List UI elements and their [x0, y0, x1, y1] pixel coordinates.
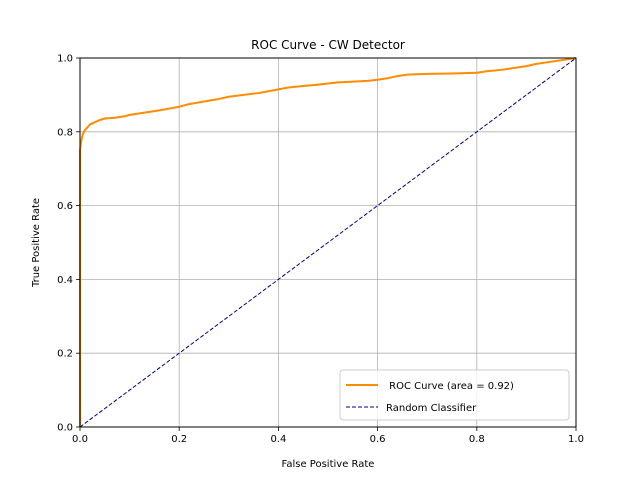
- roc-curve-line: [79, 57, 577, 427]
- x-tick-label: 0.8: [469, 434, 485, 445]
- x-tick-label: 0.2: [171, 434, 187, 445]
- y-tick-label: 0.6: [57, 201, 73, 212]
- legend-label-random: Random Classifier: [386, 403, 477, 414]
- y-tick-label: 0.2: [57, 349, 73, 360]
- legend: ROC Curve (area = 0.92) Random Classifie…: [339, 369, 570, 421]
- legend-label-roc: ROC Curve (area = 0.92): [386, 381, 514, 392]
- x-axis-label: False Positive Rate: [282, 459, 375, 470]
- x-tick-label: 1.0: [568, 434, 584, 445]
- y-tick-label: 0.0: [57, 423, 73, 434]
- plot-series: [79, 57, 577, 428]
- x-tick-label: 0.4: [270, 434, 286, 445]
- plot-frame: [79, 57, 577, 428]
- y-tick-label: 1.0: [57, 54, 73, 65]
- y-tick-label: 0.8: [57, 127, 73, 138]
- chart-title: ROC Curve - CW Detector: [251, 38, 405, 52]
- x-tick-label: 0.0: [72, 434, 88, 445]
- legend-box: [339, 369, 570, 421]
- y-tick-label: 0.4: [57, 275, 73, 286]
- y-axis-label: True Positive Rate: [31, 198, 42, 288]
- axis-ticks: 0.0 0.2 0.4 0.6 0.8 1.0 0.0 0.2 0.4 0.6 0.8 1.0: [57, 54, 584, 446]
- grid-lines: [79, 57, 577, 428]
- random-classifier-line: [79, 57, 577, 428]
- x-tick-label: 0.6: [370, 434, 386, 445]
